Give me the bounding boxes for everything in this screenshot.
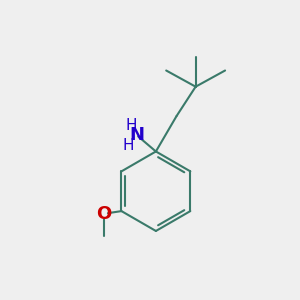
Text: H: H [126, 118, 137, 134]
Text: H: H [122, 138, 134, 153]
Text: O: O [96, 205, 111, 223]
Text: N: N [129, 126, 144, 144]
